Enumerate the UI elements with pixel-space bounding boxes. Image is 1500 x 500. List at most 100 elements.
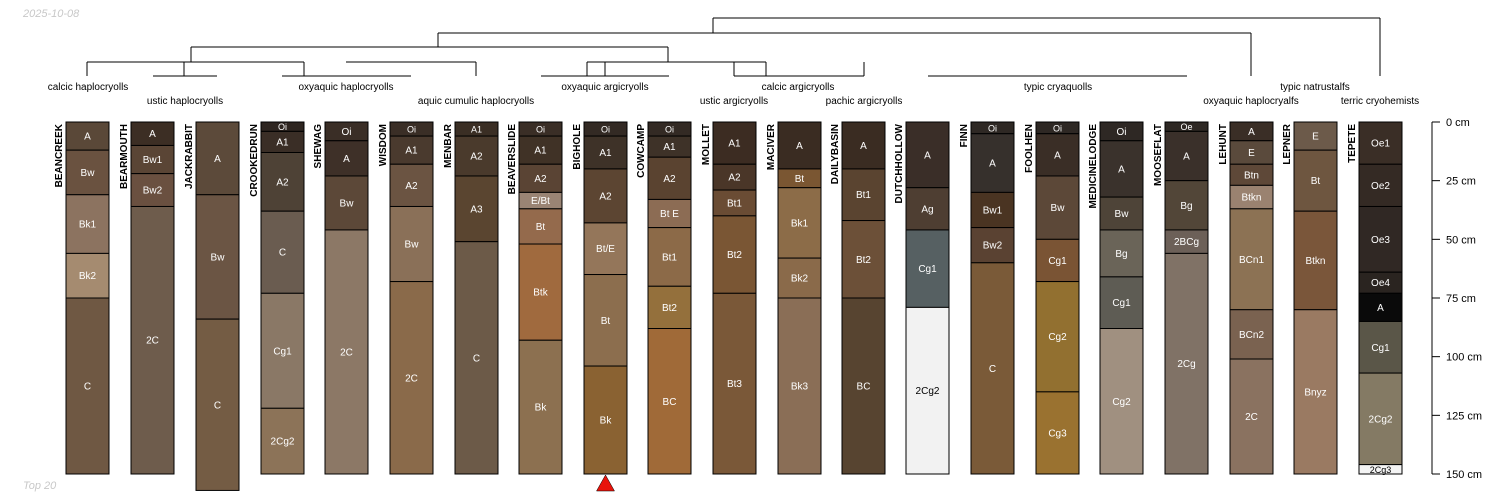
- horizon-wisdom-4: [389, 281, 434, 475]
- horizon-finn-2: [970, 191, 1015, 229]
- date-label: 2025-10-08: [23, 8, 80, 20]
- horizon-label: C: [214, 400, 221, 411]
- horizon-finn-1: [970, 133, 1015, 193]
- horizon-label: E: [1248, 148, 1255, 159]
- horizon-shewag-3: [324, 229, 369, 475]
- horizon-label: C: [473, 353, 480, 364]
- horizon-label: Bt1: [727, 198, 742, 209]
- horizon-mooseflat-1: [1164, 130, 1209, 182]
- horizon-dailybasin-0: [841, 121, 886, 170]
- horizon-label: 2Cg2: [1369, 414, 1393, 425]
- horizon-label: A2: [470, 152, 483, 163]
- horizon-label: Cg1: [1112, 298, 1131, 309]
- horizon-label: Oe2: [1371, 181, 1390, 192]
- depth-tick-label: 150 cm: [1446, 469, 1482, 481]
- profile-name: MACIVER: [766, 123, 777, 170]
- horizon-label: Bw2: [143, 186, 163, 197]
- horizon-label: Bw1: [983, 206, 1003, 217]
- horizon-label: Oi: [665, 125, 674, 135]
- horizon-foolhen-1: [1035, 133, 1080, 177]
- horizon-foolhen-2: [1035, 175, 1080, 240]
- horizon-tepete-6: [1358, 372, 1403, 466]
- profile-name: MEDICINELODGE: [1088, 124, 1099, 209]
- group-label: aquic cumulic haplocryolls: [418, 96, 534, 107]
- horizon-label: Cg1: [918, 264, 937, 275]
- group-label: ustic argicryolls: [700, 96, 768, 107]
- horizon-label: 2C: [340, 347, 353, 358]
- horizon-mollet-0: [712, 121, 757, 165]
- depth-tick-label: 50 cm: [1446, 234, 1476, 246]
- horizon-label: Oi: [988, 123, 997, 133]
- horizon-label: A2: [405, 181, 418, 192]
- horizon-bighole-2: [583, 168, 628, 224]
- horizon-label: A: [149, 129, 156, 140]
- horizon-tepete-1: [1358, 163, 1403, 207]
- horizon-label: Oi: [1053, 123, 1062, 133]
- horizon-label: A1: [276, 137, 289, 148]
- group-label: ustic haplocryolls: [147, 96, 223, 107]
- horizon-bighole-3: [583, 222, 628, 276]
- horizon-maciver-2: [777, 187, 822, 259]
- horizon-label: Bg: [1115, 249, 1127, 260]
- horizon-label: Bt3: [727, 379, 742, 390]
- horizon-bighole-5: [583, 365, 628, 475]
- profile-marker: [596, 474, 615, 492]
- horizon-label: A1: [534, 146, 547, 157]
- horizon-lepner-1: [1293, 149, 1338, 212]
- horizon-label: A: [924, 150, 931, 161]
- horizon-crookedrun-4: [260, 292, 305, 409]
- horizon-beancreek-0: [65, 121, 110, 151]
- horizon-label: Bt2: [856, 255, 871, 266]
- horizon-label: C: [279, 248, 286, 259]
- horizon-label: Bt/E: [596, 244, 615, 255]
- profile-name: FINN: [959, 124, 970, 147]
- profile-name: BIGHOLE: [572, 124, 583, 170]
- horizon-label: Oi: [601, 125, 610, 135]
- horizon-tepete-5: [1358, 320, 1403, 374]
- horizon-cowcamp-5: [647, 285, 692, 330]
- horizon-crookedrun-2: [260, 152, 305, 212]
- horizon-mollet-3: [712, 215, 757, 294]
- horizon-label: BCn1: [1239, 255, 1264, 266]
- depth-tick-label: 75 cm: [1446, 293, 1476, 305]
- horizon-label: 2C: [1245, 412, 1258, 423]
- horizon-label: Oi: [1117, 127, 1127, 138]
- horizon-label: 2C: [146, 336, 159, 347]
- horizon-lehunt-6: [1229, 358, 1274, 475]
- horizon-label: A1: [405, 146, 418, 157]
- horizon-label: 2Cg2: [916, 386, 940, 397]
- profile-name: COWCAMP: [636, 124, 647, 178]
- horizon-cowcamp-6: [647, 328, 692, 475]
- horizon-bearmouth-3: [130, 205, 175, 475]
- horizon-bighole-4: [583, 274, 628, 367]
- horizon-label: BCn2: [1239, 330, 1264, 341]
- horizon-menbar-3: [454, 241, 499, 475]
- horizon-label: Oe3: [1371, 235, 1390, 246]
- horizon-mollet-4: [712, 292, 757, 475]
- horizon-shewag-1: [324, 140, 369, 177]
- horizon-foolhen-5: [1035, 391, 1080, 475]
- horizon-label: A: [1054, 150, 1061, 161]
- horizon-label: 2C: [405, 373, 418, 384]
- horizon-label: Cg1: [273, 346, 292, 357]
- group-label: oxyaquic haplocryalfs: [1203, 96, 1299, 107]
- group-label: typic natrustalfs: [1280, 82, 1349, 93]
- horizon-label: A2: [534, 174, 547, 185]
- horizon-label: Btkn: [1241, 193, 1261, 204]
- horizon-label: Btk: [533, 288, 548, 299]
- horizon-label: A1: [728, 139, 741, 150]
- horizon-label: A2: [276, 177, 289, 188]
- profile-name: MOLLET: [701, 124, 712, 165]
- horizon-label: 2Cg: [1177, 359, 1195, 370]
- horizon-mollet-2: [712, 189, 757, 217]
- horizon-label: Bt2: [727, 250, 742, 261]
- horizon-label: Oi: [278, 122, 287, 132]
- horizon-lepner-3: [1293, 309, 1338, 475]
- horizon-foolhen-3: [1035, 238, 1080, 283]
- horizon-beaverslide-6: [518, 339, 563, 475]
- depth-tick-label: 100 cm: [1446, 352, 1482, 364]
- profile-name: BEANCREEK: [54, 123, 65, 187]
- profile-name: CROOKEDRUN: [249, 124, 260, 197]
- horizon-label: Bt1: [662, 252, 677, 263]
- horizon-label: A: [84, 132, 91, 143]
